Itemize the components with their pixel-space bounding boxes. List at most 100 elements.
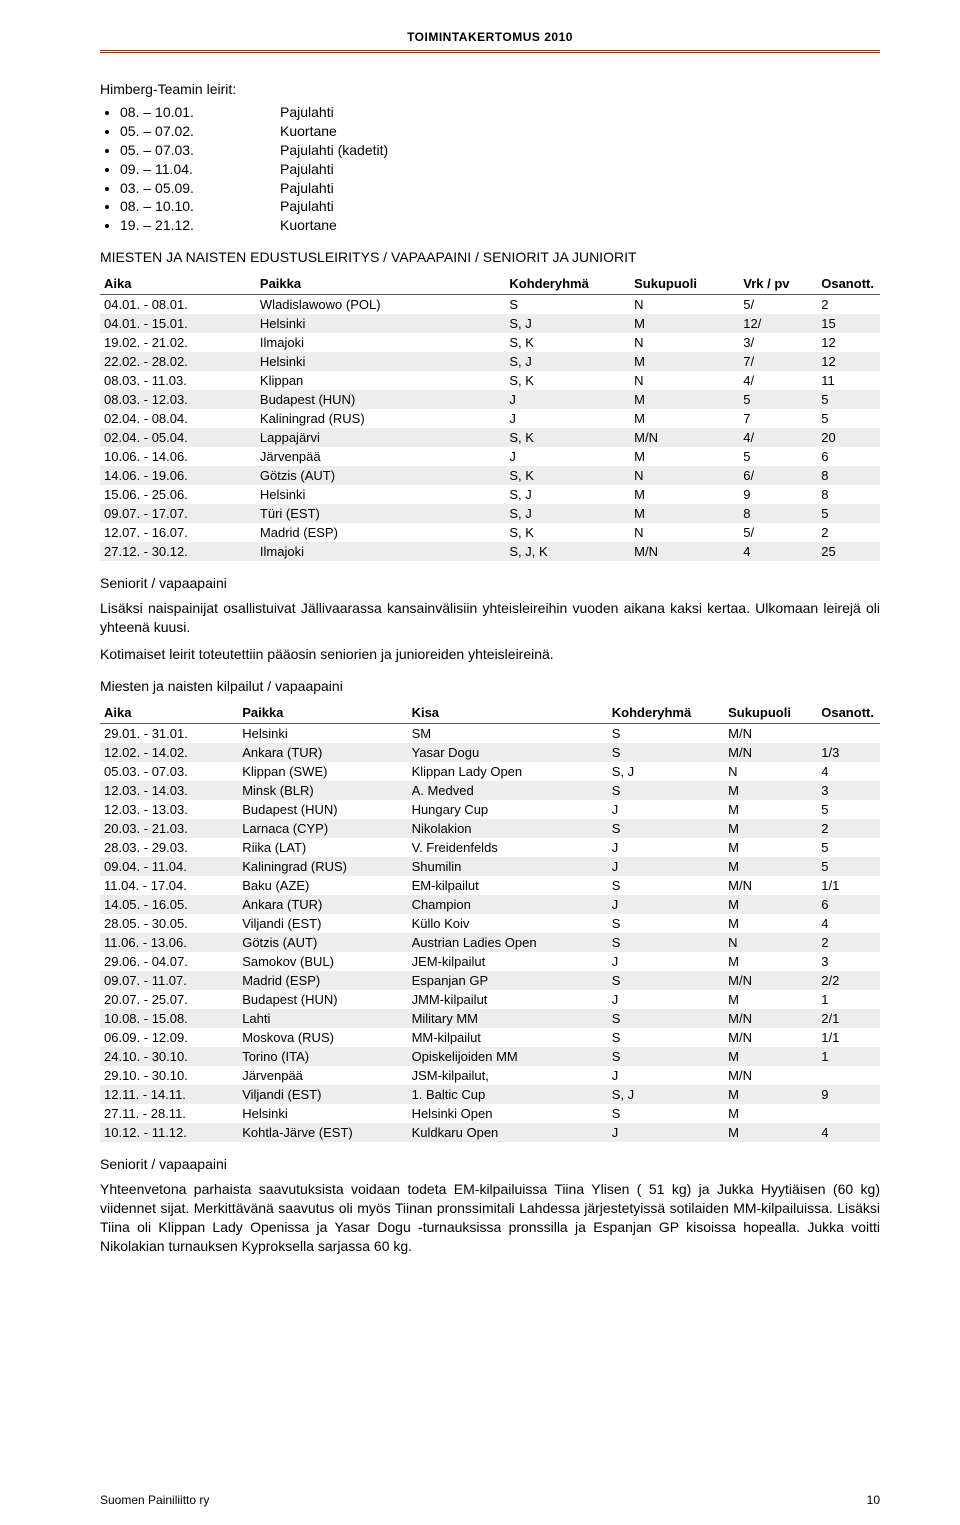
table-row: 24.10. - 30.10.Torino (ITA)Opiskelijoide… [100,1047,880,1066]
table-cell: M/N [724,971,817,990]
table-cell: Götzis (AUT) [256,466,505,485]
table-cell: 09.07. - 17.07. [100,504,256,523]
table-row: 12.03. - 13.03.Budapest (HUN)Hungary Cup… [100,800,880,819]
table-row: 29.10. - 30.10.JärvenpääJSM-kilpailut,JM… [100,1066,880,1085]
table-cell: Helsinki Open [408,1104,608,1123]
table-row: 27.12. - 30.12.IlmajokiS, J, KM/N425 [100,542,880,561]
table-cell: 3/ [739,333,817,352]
table-cell: J [505,409,630,428]
table-cell: 3 [817,781,880,800]
senior1-heading: Seniorit / vapaapaini [100,575,880,591]
table-row: 05.03. - 07.03.Klippan (SWE)Klippan Lady… [100,762,880,781]
table-cell [817,723,880,743]
table-cell: Military MM [408,1009,608,1028]
table-cell: N [724,762,817,781]
table-cell: 12/ [739,314,817,333]
table-row: 14.05. - 16.05.Ankara (TUR)ChampionJM6 [100,895,880,914]
table-row: 28.05. - 30.05.Viljandi (EST)Küllo KoivS… [100,914,880,933]
table-cell: 5 [817,838,880,857]
table-row: 20.03. - 21.03.Larnaca (CYP)NikolakionSM… [100,819,880,838]
table-cell: 8 [817,466,880,485]
table-header-cell: Paikka [238,702,407,724]
table-cell: Helsinki [256,314,505,333]
table-cell: 4 [739,542,817,561]
table-cell: S [608,971,724,990]
camps-table: AikaPaikkaKohderyhmäSukupuoliVrk / pvOsa… [100,273,880,561]
table-header-cell: Vrk / pv [739,273,817,295]
table-cell: 20.03. - 21.03. [100,819,238,838]
table-cell: Klippan [256,371,505,390]
table-cell: 10.12. - 11.12. [100,1123,238,1142]
table-cell: Moskova (RUS) [238,1028,407,1047]
table-row: 14.06. - 19.06.Götzis (AUT)S, KN6/8 [100,466,880,485]
table-cell: JMM-kilpailut [408,990,608,1009]
table-cell: 5 [817,800,880,819]
table-row: 28.03. - 29.03.Riika (LAT)V. Freidenfeld… [100,838,880,857]
table-cell: Minsk (BLR) [238,781,407,800]
table-cell: Kohtla-Järve (EST) [238,1123,407,1142]
table-cell: M [724,1047,817,1066]
table-cell: M/N [724,876,817,895]
table-cell: EM-kilpailut [408,876,608,895]
table-cell: A. Medved [408,781,608,800]
table-cell: S [608,781,724,800]
table-cell: 5 [817,409,880,428]
table-cell: M [724,1104,817,1123]
table-cell: S, K [505,523,630,542]
table-cell: N [630,333,739,352]
table-cell: Shumilin [408,857,608,876]
table-row: 10.12. - 11.12.Kohtla-Järve (EST)Kuldkar… [100,1123,880,1142]
list-item: 08. – 10.01.Pajulahti [120,103,880,122]
table-cell: 12.03. - 14.03. [100,781,238,800]
table-cell: Champion [408,895,608,914]
table-cell: Wladislawowo (POL) [256,295,505,315]
camp-date: 19. – 21.12. [120,216,280,235]
footer-page-number: 10 [867,1493,880,1507]
table-header-cell: Kohderyhmä [608,702,724,724]
table-cell: Helsinki [238,723,407,743]
table-cell: 02.04. - 05.04. [100,428,256,447]
doc-header-title: TOIMINTAKERTOMUS 2010 [100,30,880,44]
table-cell: 12.11. - 14.11. [100,1085,238,1104]
table-cell: Helsinki [256,352,505,371]
list-item: 05. – 07.02.Kuortane [120,122,880,141]
table-header-cell: Paikka [256,273,505,295]
camp-date: 09. – 11.04. [120,160,280,179]
table-cell: 5/ [739,523,817,542]
table-cell: S, J [505,352,630,371]
table-cell: 4 [817,914,880,933]
table-cell: 12 [817,333,880,352]
table-cell: M [724,1085,817,1104]
table-cell: 14.05. - 16.05. [100,895,238,914]
table-cell: Larnaca (CYP) [238,819,407,838]
table-cell: 2 [817,523,880,542]
table-row: 12.11. - 14.11.Viljandi (EST)1. Baltic C… [100,1085,880,1104]
table-cell: 12.07. - 16.07. [100,523,256,542]
table-row: 02.04. - 05.04.LappajärviS, KM/N4/20 [100,428,880,447]
table-cell: 2 [817,295,880,315]
camp-date: 08. – 10.01. [120,103,280,122]
list-item: 08. – 10.10.Pajulahti [120,197,880,216]
table-cell: Kaliningrad (RUS) [238,857,407,876]
table-row: 19.02. - 21.02.IlmajokiS, KN3/12 [100,333,880,352]
camp-place: Pajulahti (kadetit) [280,142,388,158]
table-row: 29.06. - 04.07.Samokov (BUL)JEM-kilpailu… [100,952,880,971]
table-cell: 15 [817,314,880,333]
table-cell: 1/1 [817,1028,880,1047]
camp-date: 03. – 05.09. [120,179,280,198]
table-cell: 8 [739,504,817,523]
camp-place: Pajulahti [280,104,334,120]
table-cell: S, J [505,314,630,333]
table-cell: 7/ [739,352,817,371]
table-cell: Helsinki [256,485,505,504]
table-cell: 28.05. - 30.05. [100,914,238,933]
table-cell: S, J [505,504,630,523]
table-cell: S [608,1104,724,1123]
table-cell: 04.01. - 08.01. [100,295,256,315]
table-cell: 05.03. - 07.03. [100,762,238,781]
table-cell: 10.06. - 14.06. [100,447,256,466]
table-cell: J [608,952,724,971]
table-cell: 1 [817,990,880,1009]
senior1-p2: Kotimaiset leirit toteutettiin pääosin s… [100,645,880,664]
table-cell: 12.02. - 14.02. [100,743,238,762]
